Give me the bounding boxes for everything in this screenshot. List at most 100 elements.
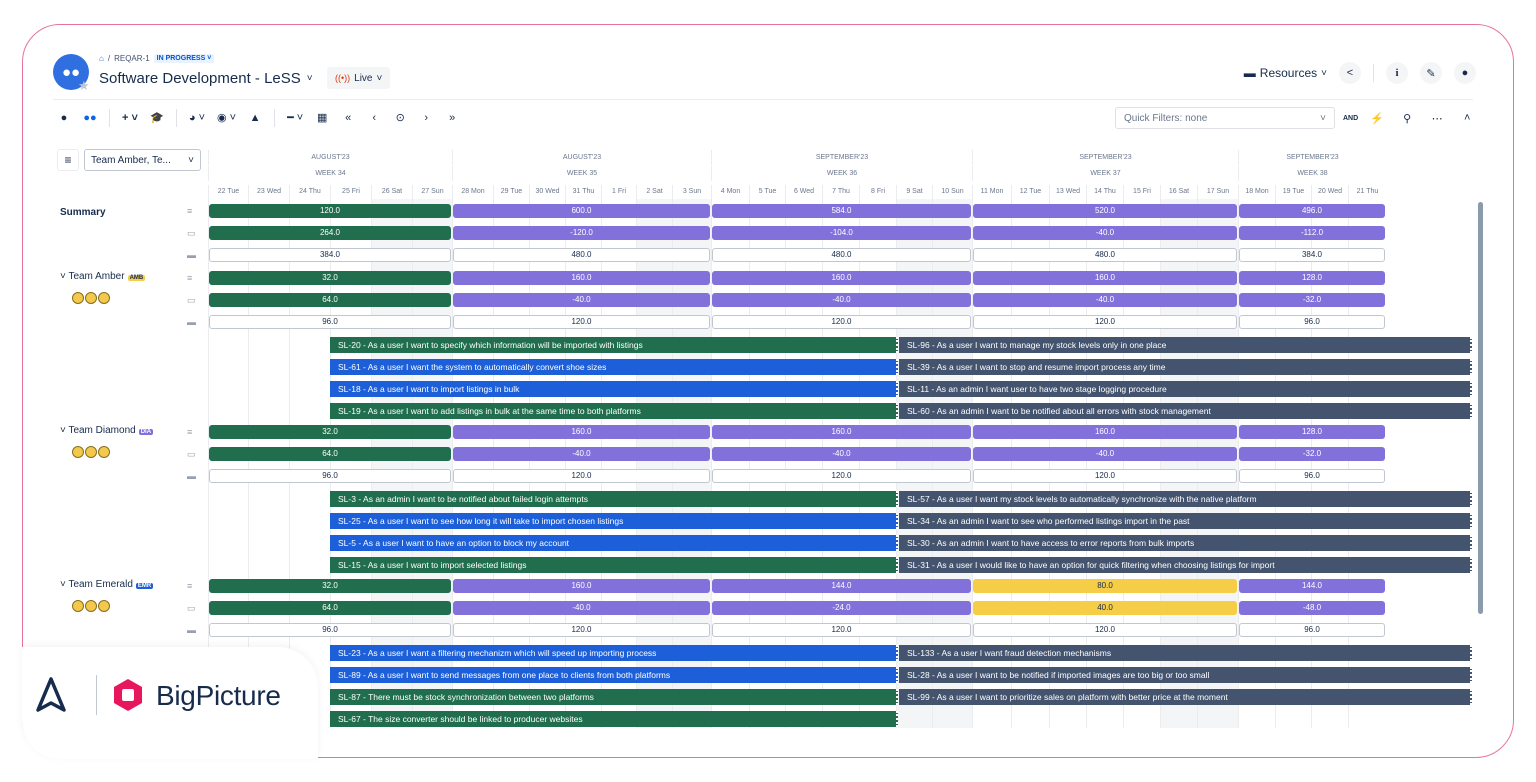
task-bar[interactable]: SL-39 - As a user I want to stop and res… <box>899 359 1472 375</box>
task-bar[interactable]: SL-30 - As an admin I want to have acces… <box>899 535 1472 551</box>
task-bar[interactable]: SL-11 - As an admin I want user to have … <box>899 381 1472 397</box>
capacity-icon[interactable]: ◕ ˅ <box>188 111 206 124</box>
task-bar[interactable]: SL-31 - As a user I would like to have a… <box>899 557 1472 573</box>
summary-remaining-bar[interactable]: -104.0 <box>712 226 971 240</box>
team-capacity-bar[interactable]: 144.0 <box>1239 579 1385 593</box>
avatar[interactable] <box>98 446 110 458</box>
team-total-bar[interactable]: 120.0 <box>973 623 1237 637</box>
team-remaining-bar[interactable]: 64.0 <box>209 447 451 461</box>
collapse-icon[interactable]: ˄ <box>1463 112 1471 124</box>
team-remaining-bar[interactable]: 64.0 <box>209 601 451 615</box>
team-total-bar[interactable]: 96.0 <box>1239 623 1385 637</box>
quick-filters-select[interactable]: Quick Filters: none ˅ <box>1115 107 1335 129</box>
team-remaining-bar[interactable]: -40.0 <box>453 601 710 615</box>
add-button[interactable]: + ˅ <box>122 111 138 124</box>
avatar[interactable] <box>85 446 97 458</box>
summary-remaining-bar[interactable]: 264.0 <box>209 226 451 240</box>
task-bar[interactable]: SL-3 - As an admin I want to be notified… <box>330 491 898 507</box>
task-bar[interactable]: SL-23 - As a user I want a filtering mec… <box>330 645 898 661</box>
back-icon[interactable]: ‹ <box>372 111 377 124</box>
live-mode-button[interactable]: ((•)) Live ˅ <box>327 67 391 89</box>
team-remaining-bar[interactable]: -40.0 <box>453 447 710 461</box>
team-capacity-bar[interactable]: 128.0 <box>1239 271 1385 285</box>
task-bar[interactable]: SL-89 - As a user I want to send message… <box>330 667 898 683</box>
user-icon[interactable]: ● <box>60 111 68 124</box>
team-remaining-bar[interactable]: -40.0 <box>973 447 1237 461</box>
team-total-bar[interactable]: 120.0 <box>453 623 710 637</box>
task-bar[interactable]: SL-34 - As an admin I want to see who pe… <box>899 513 1472 529</box>
team-total-bar[interactable]: 120.0 <box>712 623 971 637</box>
team-capacity-bar[interactable]: 32.0 <box>209 271 451 285</box>
task-bar[interactable]: SL-61 - As a user I want the system to a… <box>330 359 898 375</box>
team-capacity-bar[interactable]: 128.0 <box>1239 425 1385 439</box>
summary-capacity-bar[interactable]: 120.0 <box>209 204 451 218</box>
row-label[interactable]: ˅ Team Diamond DIA <box>60 425 154 436</box>
task-bar[interactable]: SL-18 - As a user I want to import listi… <box>330 381 898 397</box>
team-remaining-bar[interactable]: -24.0 <box>712 601 971 615</box>
team-total-bar[interactable]: 96.0 <box>209 315 451 329</box>
ruler-icon[interactable]: ━ ˅ <box>287 112 304 124</box>
summary-capacity-bar[interactable]: 584.0 <box>712 204 971 218</box>
search-icon[interactable]: ⚲ <box>1403 112 1412 125</box>
favorite-star-icon[interactable]: ★ <box>78 78 90 93</box>
team-capacity-bar[interactable]: 160.0 <box>973 425 1237 439</box>
team-total-bar[interactable]: 120.0 <box>453 315 710 329</box>
avatar[interactable] <box>98 600 110 612</box>
status-badge[interactable]: IN PROGRESS ˅ <box>153 54 215 63</box>
vertical-scrollbar[interactable] <box>1478 202 1483 614</box>
task-bar[interactable]: SL-15 - As a user I want to import selec… <box>330 557 898 573</box>
summary-remaining-bar[interactable]: -112.0 <box>1239 226 1385 240</box>
team-capacity-bar[interactable]: 144.0 <box>712 579 971 593</box>
summary-total-bar[interactable]: 384.0 <box>1239 248 1385 262</box>
summary-capacity-bar[interactable]: 600.0 <box>453 204 710 218</box>
avatar[interactable] <box>72 446 84 458</box>
fast-back-icon[interactable]: « <box>345 111 352 124</box>
summary-capacity-bar[interactable]: 520.0 <box>973 204 1237 218</box>
task-bar[interactable]: SL-20 - As a user I want to specify whic… <box>330 337 898 353</box>
team-capacity-bar[interactable]: 32.0 <box>209 425 451 439</box>
team-total-bar[interactable]: 96.0 <box>1239 315 1385 329</box>
more-icon[interactable]: ⋯ <box>1431 112 1443 125</box>
team-total-bar[interactable]: 96.0 <box>1239 469 1385 483</box>
team-remaining-bar[interactable]: 40.0 <box>973 601 1237 615</box>
and-toggle[interactable]: AND <box>1343 114 1359 122</box>
avatar[interactable] <box>72 600 84 612</box>
today-icon[interactable]: ⊙ <box>395 112 405 124</box>
team-remaining-bar[interactable]: -32.0 <box>1239 447 1385 461</box>
team-remaining-bar[interactable]: -48.0 <box>1239 601 1385 615</box>
team-select[interactable]: Team Amber, Te... ˅ <box>84 149 201 171</box>
team-remaining-bar[interactable]: -40.0 <box>712 293 971 307</box>
page-title[interactable]: Software Development - LeSS ˅ <box>99 70 313 87</box>
task-bar[interactable]: SL-99 - As a user I want to prioritize s… <box>899 689 1472 705</box>
team-remaining-bar[interactable]: -40.0 <box>453 293 710 307</box>
team-total-bar[interactable]: 96.0 <box>209 623 451 637</box>
avatar[interactable] <box>72 292 84 304</box>
summary-total-bar[interactable]: 384.0 <box>209 248 451 262</box>
summary-remaining-bar[interactable]: -40.0 <box>973 226 1237 240</box>
summary-total-bar[interactable]: 480.0 <box>712 248 971 262</box>
task-bar[interactable]: SL-96 - As a user I want to manage my st… <box>899 337 1472 353</box>
list-view-icon[interactable]: ≡ <box>57 149 79 171</box>
user-icon[interactable]: ● <box>1454 62 1476 84</box>
task-bar[interactable]: SL-87 - There must be stock synchronizat… <box>330 689 898 705</box>
team-total-bar[interactable]: 96.0 <box>209 469 451 483</box>
forward-icon[interactable]: › <box>424 111 429 124</box>
resources-button[interactable]: ▬ Resources ˅ <box>1243 66 1327 80</box>
lightning-icon[interactable]: ⚡ <box>1370 112 1385 125</box>
info-icon[interactable]: i <box>1386 62 1408 84</box>
avatar[interactable] <box>85 292 97 304</box>
team-total-bar[interactable]: 120.0 <box>973 315 1237 329</box>
task-bar[interactable]: SL-25 - As a user I want to see how long… <box>330 513 898 529</box>
team-capacity-bar[interactable]: 80.0 <box>973 579 1237 593</box>
project-avatar-icon[interactable]: ●● <box>53 54 89 90</box>
team-remaining-bar[interactable]: -40.0 <box>712 447 971 461</box>
team-capacity-bar[interactable]: 160.0 <box>453 271 710 285</box>
calendar-icon[interactable]: ▦ <box>317 112 328 124</box>
task-bar[interactable]: SL-67 - The size converter should be lin… <box>330 711 898 727</box>
task-bar[interactable]: SL-57 - As a user I want my stock levels… <box>899 491 1472 507</box>
share-icon[interactable]: < <box>1339 62 1361 84</box>
task-bar[interactable]: SL-19 - As a user I want to add listings… <box>330 403 898 419</box>
team-remaining-bar[interactable]: -32.0 <box>1239 293 1385 307</box>
task-bar[interactable]: SL-133 - As a user I want fraud detectio… <box>899 645 1472 661</box>
task-bar[interactable]: SL-5 - As a user I want to have an optio… <box>330 535 898 551</box>
